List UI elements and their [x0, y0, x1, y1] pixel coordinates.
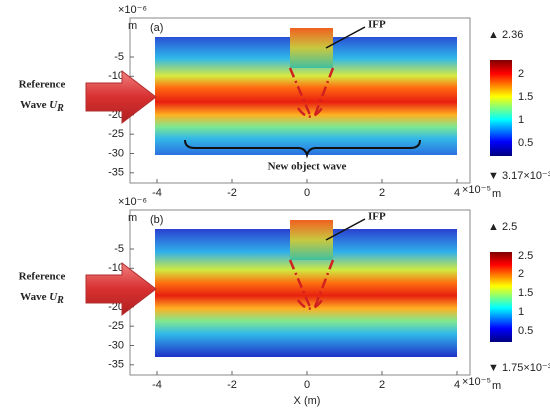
y-exponent: ×10⁻⁶	[118, 4, 147, 16]
y-unit: m	[128, 212, 137, 224]
panel-label: (a)	[150, 22, 163, 34]
x-tick-label: 0	[304, 379, 310, 391]
wave-label: Wave UR	[20, 99, 64, 115]
colorbar-tick-label: 1	[518, 306, 524, 318]
reference-arrow	[85, 261, 157, 317]
beam-path	[288, 67, 335, 118]
colorbar-min: ▼ 1.75×10⁻³	[488, 362, 550, 374]
y-tick-label: -10	[108, 262, 124, 274]
wave-word: Wave	[20, 291, 46, 303]
ifp-region	[290, 28, 333, 68]
x-tick-label: 4	[454, 187, 460, 199]
x-tick-label: 0	[304, 187, 310, 199]
x-unit: m	[492, 188, 501, 200]
y-tick-label: -35	[108, 167, 124, 179]
colorbar-max: ▲ 2.5	[488, 221, 517, 233]
y-tick-label: -30	[108, 147, 124, 159]
colorbar-tick-label: 0.5	[518, 137, 533, 149]
colorbar-max: ▲ 2.36	[488, 29, 523, 41]
y-tick-label: -35	[108, 359, 124, 371]
ifp-pointer	[325, 218, 366, 241]
x-tick-label: 2	[379, 379, 385, 391]
beam-path	[288, 259, 335, 310]
colorbar-tick-label: 2	[518, 68, 524, 80]
x-exponent: ×10⁻⁵	[462, 184, 491, 196]
wave-subscript: R	[56, 103, 64, 114]
y-tick-label: -5	[114, 243, 124, 255]
y-tick-label: -20	[108, 109, 124, 121]
x-tick-label: -4	[152, 187, 162, 199]
y-tick-label: -25	[108, 320, 124, 332]
x-unit: m	[492, 380, 501, 392]
reference-label: Reference	[19, 79, 66, 91]
reference-label: Reference	[19, 271, 66, 283]
x-tick-label: -2	[227, 187, 237, 199]
y-tick-label: -25	[108, 128, 124, 140]
y-tick-label: -5	[114, 51, 124, 63]
colorbar-tick-label: 2.5	[518, 250, 533, 262]
wave-label: Wave UR	[20, 291, 64, 307]
wave-word: Wave	[20, 99, 46, 111]
ifp-region	[290, 220, 333, 260]
colorbar-tick-label: 2	[518, 268, 524, 280]
x-exponent: ×10⁻⁵	[462, 376, 491, 388]
x-tick-label: -4	[152, 379, 162, 391]
colorbar-min: ▼ 3.17×10⁻³	[488, 170, 550, 182]
ifp-label: IFP	[368, 19, 386, 31]
x-axis-label: X (m)	[294, 395, 321, 407]
y-unit: m	[128, 20, 137, 32]
colorbar	[490, 252, 512, 342]
brace	[184, 139, 421, 159]
y-tick-label: -10	[108, 70, 124, 82]
colorbar-tick-label: 0.5	[518, 325, 533, 337]
colorbar-tick-label: 1.5	[518, 91, 533, 103]
wave-symbol: U	[49, 291, 58, 303]
x-tick-label: 4	[454, 379, 460, 391]
colorbar-tick-label: 1	[518, 114, 524, 126]
x-tick-label: 2	[379, 187, 385, 199]
reference-arrow	[85, 69, 157, 125]
annotation: New object wave	[268, 161, 347, 173]
x-tick-label: -2	[227, 379, 237, 391]
y-exponent: ×10⁻⁶	[118, 196, 147, 208]
ifp-pointer	[325, 26, 366, 49]
colorbar	[490, 60, 512, 156]
wave-subscript: R	[56, 295, 64, 306]
wave-symbol: U	[49, 99, 58, 111]
ifp-label: IFP	[368, 211, 386, 223]
y-tick-label: -20	[108, 301, 124, 313]
panel-label: (b)	[150, 214, 163, 226]
y-tick-label: -30	[108, 339, 124, 351]
colorbar-tick-label: 1.5	[518, 287, 533, 299]
